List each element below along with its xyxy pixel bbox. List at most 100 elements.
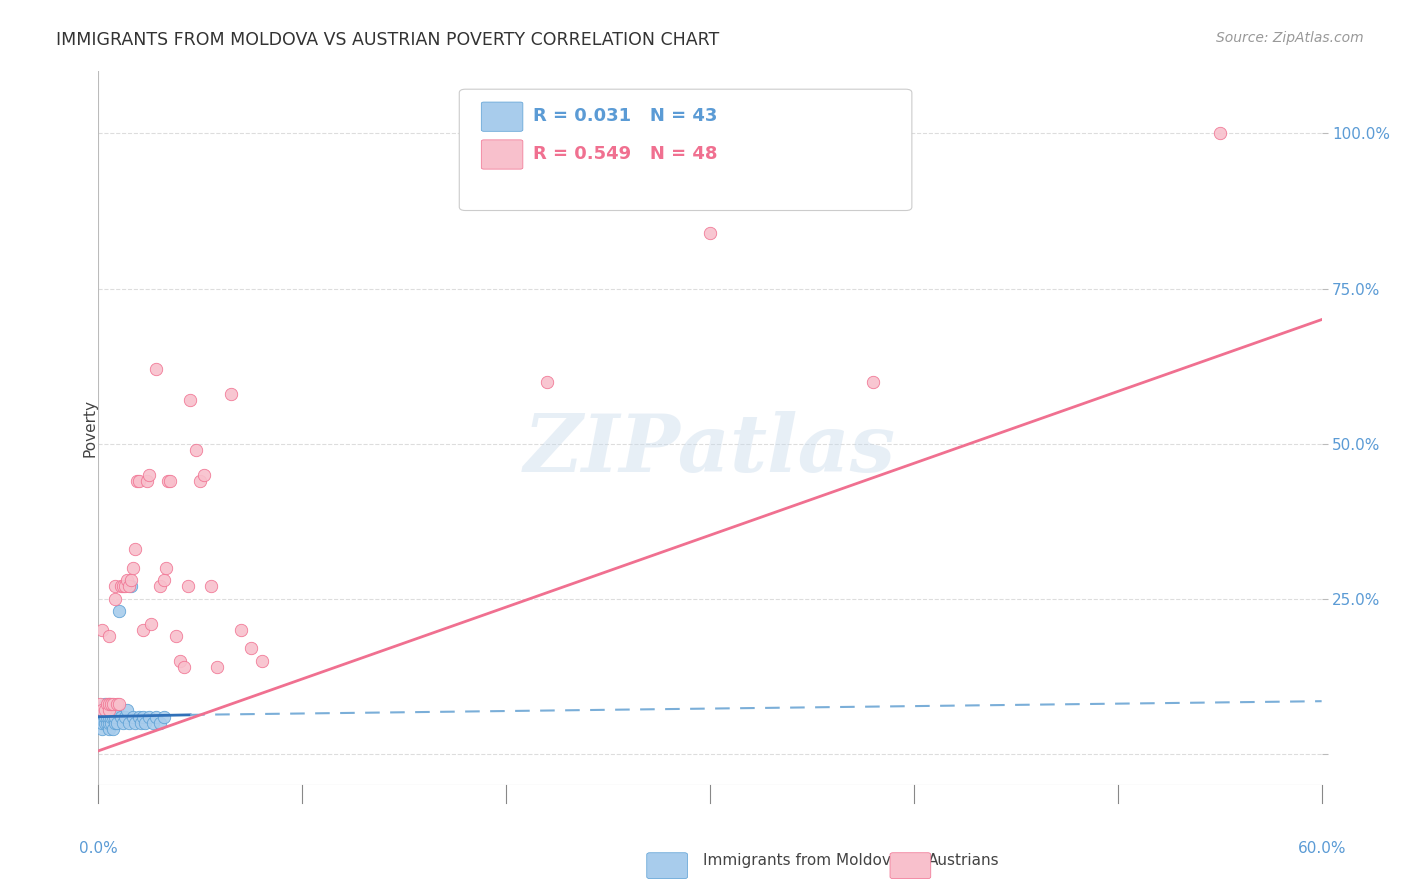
Point <box>145 362 167 376</box>
Point <box>105 715 128 730</box>
Point <box>127 474 149 488</box>
Point <box>138 709 160 723</box>
Point <box>205 660 228 674</box>
Point <box>104 591 127 606</box>
Point <box>89 715 111 730</box>
Point <box>1209 127 1232 141</box>
Point <box>122 709 145 723</box>
Point <box>100 715 122 730</box>
Point <box>152 573 174 587</box>
Point <box>862 375 884 389</box>
Point <box>104 709 127 723</box>
Point <box>115 704 138 718</box>
Point <box>97 629 120 643</box>
Point <box>169 654 191 668</box>
Point <box>101 722 124 736</box>
Point <box>179 393 201 408</box>
Point <box>97 709 120 723</box>
Point <box>101 698 124 712</box>
Text: Source: ZipAtlas.com: Source: ZipAtlas.com <box>1216 31 1364 45</box>
FancyBboxPatch shape <box>481 140 523 169</box>
Point <box>173 660 195 674</box>
Point <box>129 715 152 730</box>
Point <box>124 715 146 730</box>
Point <box>186 442 208 457</box>
Point <box>156 474 179 488</box>
Point <box>152 709 174 723</box>
Point <box>118 579 141 593</box>
Point <box>104 579 127 593</box>
Point <box>100 698 122 712</box>
Point <box>114 709 136 723</box>
Point <box>91 623 114 637</box>
Point <box>115 573 138 587</box>
Point <box>91 715 114 730</box>
Point <box>110 709 132 723</box>
Point <box>114 579 136 593</box>
Point <box>128 709 150 723</box>
Point <box>100 709 122 723</box>
Text: 0.0%: 0.0% <box>79 841 118 855</box>
Point <box>159 474 181 488</box>
Point <box>134 715 156 730</box>
Point <box>231 623 253 637</box>
Point <box>250 654 273 668</box>
Point <box>155 561 177 575</box>
Point <box>219 387 242 401</box>
Point <box>200 579 222 593</box>
Point <box>97 704 120 718</box>
Point <box>108 698 131 712</box>
Point <box>118 715 141 730</box>
Point <box>699 226 721 240</box>
Point <box>101 709 124 723</box>
Text: Austrians: Austrians <box>928 854 1000 868</box>
Point <box>89 698 111 712</box>
Point <box>104 715 127 730</box>
Point <box>91 722 114 736</box>
Point <box>149 579 172 593</box>
Point <box>136 474 159 488</box>
Point <box>536 375 558 389</box>
Point <box>93 704 115 718</box>
Point <box>240 641 263 656</box>
Point <box>128 474 150 488</box>
Point <box>96 709 118 723</box>
Point <box>141 616 163 631</box>
Point <box>89 704 111 718</box>
Point <box>193 467 215 482</box>
Point <box>132 623 155 637</box>
Point <box>138 467 160 482</box>
Point <box>122 561 145 575</box>
Point <box>96 704 118 718</box>
Point <box>97 698 120 712</box>
Point <box>96 698 118 712</box>
Point <box>93 709 115 723</box>
Text: R = 0.549   N = 48: R = 0.549 N = 48 <box>533 145 717 163</box>
Point <box>91 704 114 718</box>
Point <box>132 709 155 723</box>
Point <box>188 474 212 488</box>
Y-axis label: Poverty: Poverty <box>83 399 97 458</box>
Point <box>96 715 118 730</box>
Point <box>105 698 128 712</box>
Point <box>105 704 128 718</box>
Text: Immigrants from Moldova: Immigrants from Moldova <box>703 854 900 868</box>
Point <box>97 698 120 712</box>
Point <box>120 579 142 593</box>
Point <box>93 698 115 712</box>
Point <box>120 573 142 587</box>
FancyBboxPatch shape <box>460 89 912 211</box>
Point <box>145 709 167 723</box>
Point <box>97 722 120 736</box>
Point <box>101 704 124 718</box>
Point <box>91 704 114 718</box>
Point <box>110 579 132 593</box>
Point <box>100 704 122 718</box>
Point <box>111 715 134 730</box>
Point <box>149 715 172 730</box>
Point <box>108 604 131 618</box>
Point <box>97 715 120 730</box>
Text: ZIPatlas: ZIPatlas <box>524 411 896 488</box>
Point <box>93 715 115 730</box>
Text: IMMIGRANTS FROM MOLDOVA VS AUSTRIAN POVERTY CORRELATION CHART: IMMIGRANTS FROM MOLDOVA VS AUSTRIAN POVE… <box>56 31 720 49</box>
